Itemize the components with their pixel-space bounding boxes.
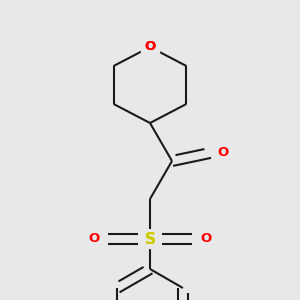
Bar: [141, 40, 159, 54]
Text: O: O: [89, 232, 100, 245]
Text: S: S: [145, 232, 155, 247]
Text: O: O: [144, 40, 156, 53]
Text: O: O: [144, 40, 156, 53]
Text: O: O: [217, 146, 228, 160]
Bar: [140, 230, 160, 248]
Text: O: O: [200, 232, 211, 245]
Text: S: S: [145, 232, 155, 247]
